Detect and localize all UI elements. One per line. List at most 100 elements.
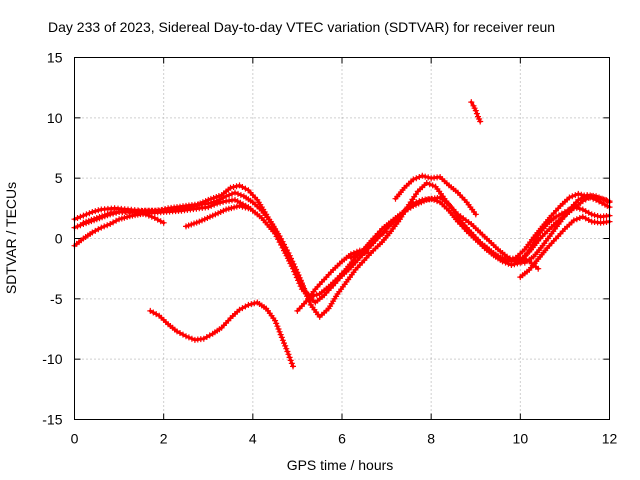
data-point bbox=[183, 333, 189, 340]
data-point bbox=[511, 257, 518, 264]
data-point bbox=[233, 203, 240, 210]
y-tick-labels: 15 10 5 0 -5 -10 -15 bbox=[42, 50, 62, 428]
data-point bbox=[301, 287, 308, 294]
data-point bbox=[292, 267, 299, 274]
data-point bbox=[603, 197, 610, 204]
series-track-10 bbox=[517, 213, 613, 281]
data-point bbox=[300, 284, 307, 291]
data-point bbox=[285, 351, 292, 358]
data-point bbox=[230, 184, 237, 190]
data-point bbox=[383, 228, 390, 235]
data-point bbox=[160, 219, 167, 226]
data-point bbox=[202, 198, 209, 205]
series-track-3 bbox=[71, 180, 613, 320]
data-point bbox=[477, 118, 484, 125]
data-point bbox=[290, 363, 296, 370]
series-track-9 bbox=[472, 236, 542, 272]
grid-lines bbox=[74, 57, 610, 420]
x-tick-label: 0 bbox=[71, 431, 79, 447]
data-point bbox=[573, 216, 580, 223]
data-point bbox=[223, 206, 230, 213]
y-tick-label: -10 bbox=[42, 351, 62, 367]
data-point bbox=[600, 196, 607, 203]
data-point bbox=[226, 192, 233, 199]
data-point bbox=[535, 265, 542, 272]
data-point bbox=[245, 205, 252, 212]
series-line bbox=[148, 301, 295, 368]
data-point bbox=[297, 278, 304, 285]
data-point bbox=[217, 209, 224, 215]
chart-title: Day 233 of 2023, Sidereal Day-to-day VTE… bbox=[48, 19, 555, 35]
x-tick-label: 12 bbox=[602, 431, 618, 447]
data-point bbox=[251, 300, 258, 307]
data-point bbox=[413, 199, 420, 206]
data-point bbox=[499, 256, 506, 262]
series-track-8 bbox=[392, 172, 479, 218]
data-point bbox=[296, 275, 303, 282]
series-track-11 bbox=[517, 193, 613, 264]
data-point bbox=[287, 357, 294, 364]
data-point bbox=[302, 290, 309, 297]
data-point bbox=[279, 337, 286, 344]
data-point bbox=[197, 200, 204, 207]
data-point bbox=[91, 216, 98, 222]
plot-frame bbox=[74, 57, 610, 420]
data-point bbox=[124, 214, 131, 220]
data-point bbox=[80, 219, 87, 226]
y-tick-label: 5 bbox=[55, 170, 63, 186]
data-point bbox=[93, 215, 100, 221]
data-point bbox=[428, 195, 435, 202]
y-tick-label: 10 bbox=[47, 110, 63, 126]
series-track-4 bbox=[80, 207, 167, 226]
data-point bbox=[121, 214, 128, 221]
data-point bbox=[295, 273, 302, 280]
data-point bbox=[416, 174, 423, 180]
data-point bbox=[591, 194, 598, 201]
data-point bbox=[215, 193, 222, 199]
data-point bbox=[98, 224, 105, 231]
data-point bbox=[191, 202, 198, 209]
data-point bbox=[365, 250, 372, 256]
data-point bbox=[278, 334, 285, 341]
data-point bbox=[283, 345, 290, 352]
data-point bbox=[236, 202, 243, 209]
data-point bbox=[232, 189, 238, 196]
data-point bbox=[201, 216, 208, 223]
data-point bbox=[275, 326, 282, 332]
data-point bbox=[286, 354, 293, 361]
data-point bbox=[101, 223, 108, 230]
data-point bbox=[413, 175, 420, 182]
data-point bbox=[231, 204, 238, 211]
data-point bbox=[101, 212, 108, 219]
data-point bbox=[588, 193, 595, 200]
series-track-12 bbox=[468, 99, 484, 125]
data-point bbox=[576, 205, 583, 212]
y-tick-label: 15 bbox=[47, 50, 63, 66]
data-point bbox=[425, 174, 432, 181]
data-point bbox=[575, 190, 582, 197]
data-point bbox=[594, 194, 601, 201]
data-point bbox=[220, 207, 227, 214]
data-point bbox=[508, 258, 515, 265]
data-point bbox=[191, 220, 197, 227]
data-point bbox=[212, 211, 219, 218]
x-axis-title: GPS time / hours bbox=[287, 457, 394, 473]
data-point bbox=[92, 208, 99, 215]
data-point bbox=[313, 291, 320, 298]
x-tick-labels: 0 2 4 6 8 10 12 bbox=[71, 431, 618, 447]
data-point bbox=[185, 334, 192, 341]
data-point bbox=[291, 264, 298, 271]
data-point bbox=[572, 192, 579, 199]
data-point bbox=[228, 205, 235, 212]
data-point bbox=[199, 217, 205, 224]
y-tick-label: -15 bbox=[42, 412, 62, 428]
data-point bbox=[284, 348, 291, 355]
data-point bbox=[83, 211, 90, 218]
x-tick-label: 6 bbox=[338, 431, 346, 447]
data-point bbox=[576, 215, 583, 221]
data-point bbox=[431, 196, 438, 203]
data-point bbox=[362, 249, 369, 256]
data-point bbox=[188, 335, 195, 342]
data-point bbox=[422, 173, 429, 180]
